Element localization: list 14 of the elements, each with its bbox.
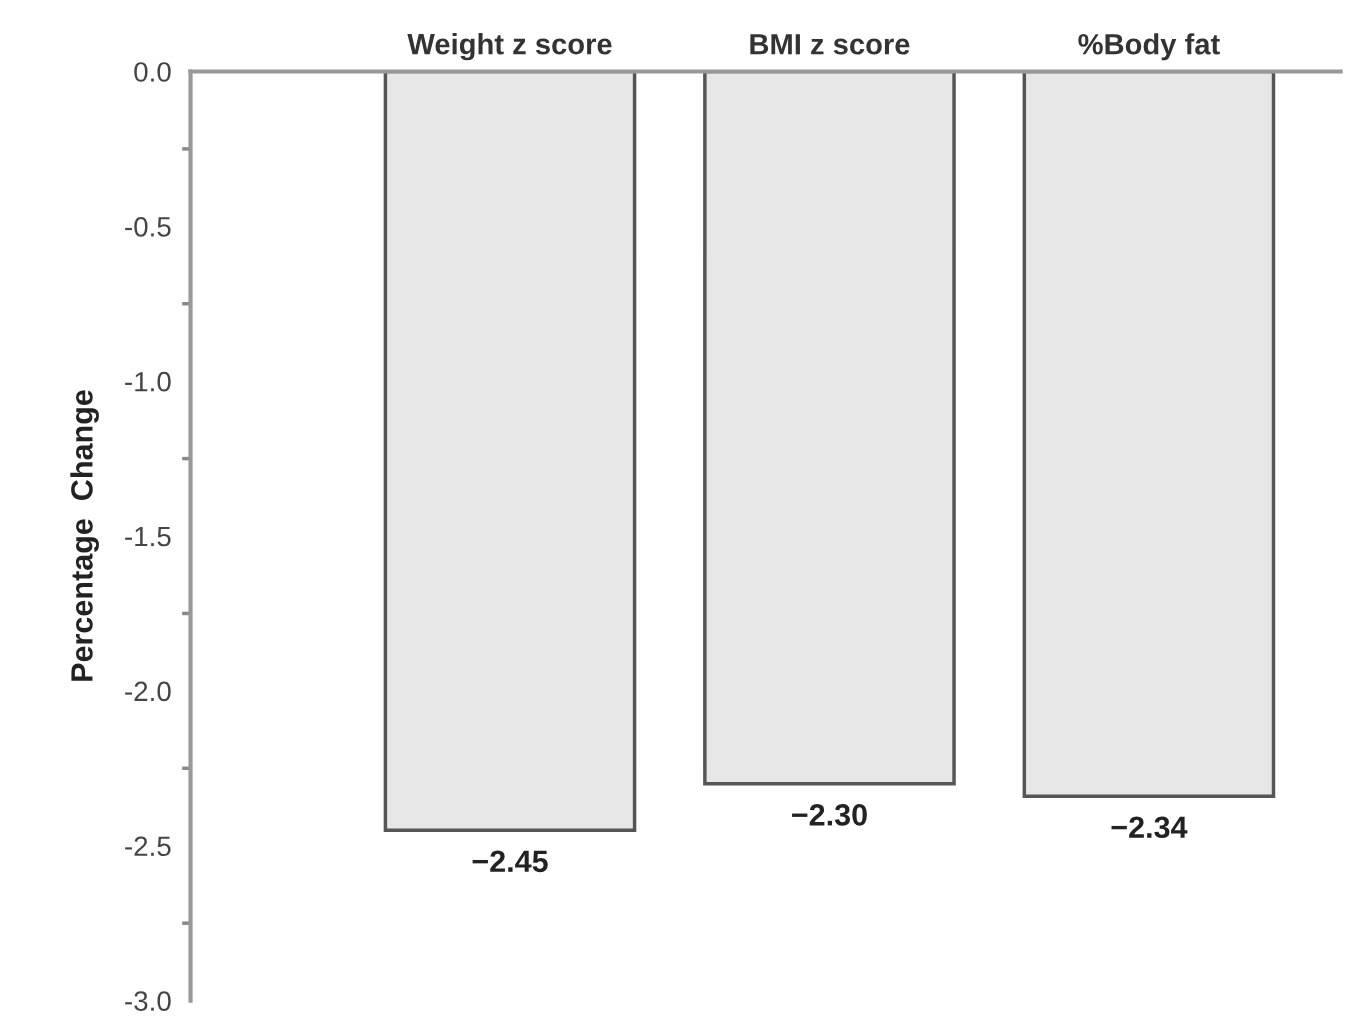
y-tick-label: -1.0	[125, 371, 171, 392]
y-tick-label: -3.0	[125, 991, 171, 1011]
data-label: −2.45	[472, 850, 548, 873]
x-tick-label: BMI z score	[750, 34, 910, 55]
data-label: −2.30	[792, 804, 867, 826]
data-label: −2.34	[1111, 816, 1188, 839]
y-tick-label: 0.0	[134, 62, 171, 82]
x-tick-label: %Body fat	[1078, 33, 1220, 61]
x-tick-label: Weight z score	[407, 33, 612, 61]
y-tick-label: -2.0	[125, 681, 171, 702]
y-axis-title: Percentage Change	[70, 390, 99, 681]
y-tick-label: -2.5	[125, 836, 171, 857]
y-tick-label: -1.5	[125, 526, 171, 547]
y-tick-label: -0.5	[125, 216, 171, 237]
